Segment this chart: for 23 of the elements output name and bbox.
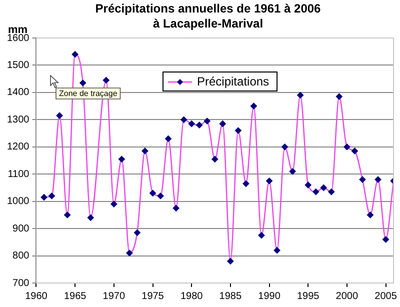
y-tick-label: 1500 xyxy=(6,60,30,71)
x-tick-label: 2000 xyxy=(336,290,358,302)
x-tick-label: 1990 xyxy=(258,290,281,302)
y-tick-label: 1100 xyxy=(8,168,30,180)
y-tick-label: 900 xyxy=(12,223,30,234)
x-tick-label: 1985 xyxy=(219,290,242,302)
legend-label: Précipitations xyxy=(197,74,270,88)
x-tick-label: 1975 xyxy=(142,290,164,302)
y-tick-label: 1600 xyxy=(6,32,30,44)
annotation: Zone de traçage xyxy=(59,89,118,98)
chart-title: Précipitations annuelles de 1961 à 2006 à Lacapelle-Marival xyxy=(95,1,322,30)
x-tick-label: 1995 xyxy=(296,290,320,302)
x-tick-label: 1970 xyxy=(102,290,126,302)
x-tick-label: 1960 xyxy=(25,290,48,302)
y-tick-label: 1300 xyxy=(6,114,30,126)
y-tick-label: 1400 xyxy=(6,87,30,98)
x-tick-label: 1965 xyxy=(64,290,87,302)
x-tick-label: 1980 xyxy=(180,290,204,302)
y-tick-label: 700 xyxy=(12,278,30,289)
x-tick-label: 2005 xyxy=(374,290,398,302)
y-tick-label: 1000 xyxy=(6,196,30,208)
y-tick-label: 1200 xyxy=(6,142,30,153)
y-tick-label: 800 xyxy=(12,250,30,262)
